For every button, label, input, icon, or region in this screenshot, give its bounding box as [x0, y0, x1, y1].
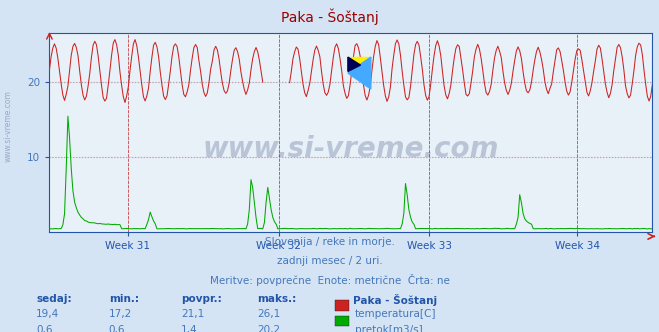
- Text: 26,1: 26,1: [257, 309, 280, 319]
- Text: temperatura[C]: temperatura[C]: [355, 309, 436, 319]
- Polygon shape: [348, 57, 360, 71]
- Text: 17,2: 17,2: [109, 309, 132, 319]
- Text: Paka - Šoštanj: Paka - Šoštanj: [281, 8, 378, 25]
- Text: pretok[m3/s]: pretok[m3/s]: [355, 325, 422, 332]
- Text: Slovenija / reke in morje.: Slovenija / reke in morje.: [264, 237, 395, 247]
- Text: sedaj:: sedaj:: [36, 294, 72, 304]
- Polygon shape: [348, 57, 371, 73]
- Text: 1,4: 1,4: [181, 325, 198, 332]
- Text: povpr.:: povpr.:: [181, 294, 222, 304]
- Text: Paka - Šoštanj: Paka - Šoštanj: [353, 294, 437, 306]
- Text: 0,6: 0,6: [36, 325, 53, 332]
- Text: www.si-vreme.com: www.si-vreme.com: [3, 90, 13, 162]
- Text: maks.:: maks.:: [257, 294, 297, 304]
- Text: 19,4: 19,4: [36, 309, 59, 319]
- Text: 20,2: 20,2: [257, 325, 280, 332]
- Text: Meritve: povprečne  Enote: metrične  Črta: ne: Meritve: povprečne Enote: metrične Črta:…: [210, 274, 449, 286]
- Text: min.:: min.:: [109, 294, 139, 304]
- Polygon shape: [348, 57, 371, 89]
- Text: www.si-vreme.com: www.si-vreme.com: [203, 135, 499, 163]
- Text: 21,1: 21,1: [181, 309, 204, 319]
- Text: zadnji mesec / 2 uri.: zadnji mesec / 2 uri.: [277, 256, 382, 266]
- Text: 0,6: 0,6: [109, 325, 125, 332]
